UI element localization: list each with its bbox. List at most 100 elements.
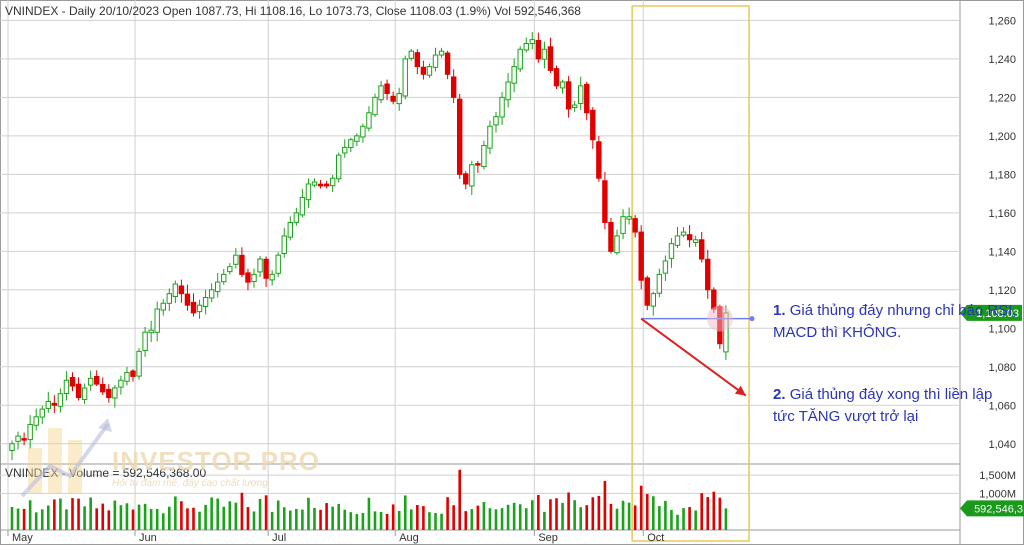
- volume-bar: [28, 500, 32, 530]
- candle-body: [245, 272, 251, 283]
- volume-bar: [464, 511, 468, 530]
- candle-body: [632, 218, 638, 233]
- volume-info-text: VNINDEX - Volume = 592,546,368.00: [5, 466, 206, 480]
- candle-body: [499, 96, 505, 118]
- candle-body: [469, 164, 475, 187]
- candle-body: [275, 254, 281, 274]
- volume-bar: [670, 509, 673, 530]
- highlight-box: [631, 5, 750, 542]
- price-tick-label: 1,260: [988, 15, 1016, 27]
- candle-body: [444, 52, 451, 75]
- volume-bar: [561, 502, 564, 530]
- candle-body: [463, 173, 469, 185]
- candle-body: [638, 231, 644, 281]
- candle-body: [142, 331, 148, 351]
- volume-bar: [422, 506, 425, 530]
- candle-body: [438, 50, 445, 56]
- candle-body: [414, 52, 421, 68]
- candle-body: [596, 141, 602, 179]
- month-label: Oct: [647, 532, 664, 544]
- volume-bar: [131, 509, 135, 530]
- candle-body: [608, 222, 614, 252]
- candle-body: [136, 350, 142, 377]
- month-label: Sep: [538, 532, 558, 544]
- volume-bar: [174, 496, 177, 530]
- candle-body: [432, 54, 439, 68]
- volume-bar: [216, 498, 219, 530]
- volume-bar: [367, 497, 371, 530]
- candle-body: [686, 234, 693, 241]
- volume-bar: [518, 504, 522, 530]
- volume-bar: [276, 500, 280, 530]
- volume-bar: [585, 505, 589, 530]
- volume-bar: [77, 498, 80, 530]
- candle-body: [263, 258, 269, 279]
- price-tick-label: 1,120: [988, 285, 1016, 297]
- candle-body: [94, 376, 100, 385]
- candle-body: [33, 416, 39, 426]
- candle-body: [584, 83, 590, 114]
- volume-bar: [573, 500, 576, 530]
- volume-bar: [512, 502, 516, 530]
- candle-body: [620, 216, 626, 234]
- candle-body: [578, 85, 584, 104]
- candle-body: [529, 39, 535, 45]
- candle-body: [535, 39, 542, 60]
- candle-body: [9, 443, 15, 451]
- volume-bar: [71, 498, 74, 530]
- volume-bar: [676, 514, 679, 530]
- price-tick-label: 1,080: [988, 362, 1016, 374]
- candle-body: [130, 370, 136, 377]
- candle-body: [51, 402, 58, 406]
- volume-bar: [633, 505, 637, 530]
- volume-bar: [337, 503, 340, 530]
- volume-bar: [428, 512, 431, 530]
- volume-bar: [724, 508, 728, 530]
- candle-body: [402, 58, 408, 97]
- candle-body: [45, 400, 51, 409]
- price-tick-label: 1,200: [988, 131, 1016, 143]
- candle-body: [311, 181, 318, 186]
- candle-body: [487, 125, 493, 149]
- volume-info-header: VNINDEX - Volume = 592,546,368.00: [5, 466, 206, 480]
- volume-bar: [137, 504, 141, 530]
- price-tick-label: 1,160: [988, 208, 1016, 220]
- candle-body: [166, 293, 173, 304]
- candle-body: [378, 85, 384, 101]
- volume-bar: [567, 492, 570, 530]
- volume-bar: [658, 506, 661, 530]
- candle-body: [118, 379, 124, 388]
- candle-body: [511, 66, 517, 84]
- candle-body: [21, 438, 27, 441]
- candle-body: [87, 377, 94, 386]
- volume-bar: [295, 508, 298, 530]
- support-line-endpoint: [749, 316, 755, 322]
- month-label: Aug: [399, 532, 419, 544]
- volume-bar: [385, 513, 389, 530]
- candle-body: [505, 81, 511, 101]
- candle-body: [215, 281, 221, 293]
- candle-body: [39, 408, 45, 418]
- volume-bar: [155, 508, 159, 530]
- candle-body: [75, 383, 82, 399]
- candle-body: [69, 377, 76, 387]
- candle-body: [614, 235, 620, 254]
- price-tick-label: 1,220: [988, 92, 1016, 104]
- candle-body: [475, 163, 481, 166]
- volume-bar: [373, 511, 377, 530]
- candle-body: [602, 180, 608, 223]
- month-label: Jul: [272, 532, 286, 544]
- candle-body: [27, 424, 33, 441]
- volume-bar: [615, 508, 619, 530]
- volume-bar: [361, 512, 365, 530]
- candle-body: [227, 266, 233, 273]
- volume-bar: [343, 509, 347, 530]
- volume-bar: [645, 494, 649, 530]
- volume-bar: [47, 505, 50, 530]
- candle-body: [190, 301, 197, 314]
- volume-bar: [313, 507, 316, 530]
- volume-bar: [416, 504, 419, 530]
- candle-body: [233, 254, 239, 265]
- volume-bar: [40, 509, 44, 530]
